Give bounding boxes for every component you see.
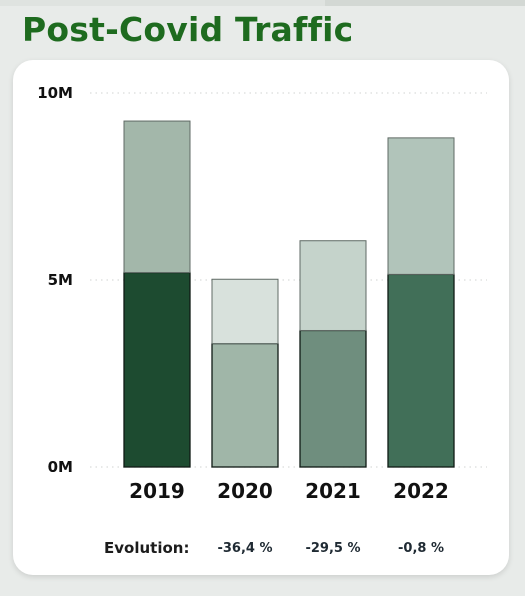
y-axis-ticks: 0M 5M 10M [37, 84, 73, 476]
y-tick-label: 0M [48, 458, 73, 476]
evolution-value: -36,4 % [217, 541, 272, 556]
x-category-label: 2021 [305, 479, 361, 503]
evolution-value: -29,5 % [305, 541, 360, 556]
evolution-value: -0,8 % [398, 541, 444, 556]
bar-segment-lower[interactable] [387, 273, 455, 468]
evolution-label: Evolution: [104, 539, 189, 557]
x-axis-labels: 2019 2020 2021 2022 [129, 479, 449, 503]
top-strip [0, 0, 525, 6]
bars [123, 120, 455, 468]
bar-segment-upper[interactable] [123, 120, 191, 274]
chart-card: 0M 5M 10M 2019 2020 2021 2022 Evolution: -36,4… [13, 60, 509, 575]
top-strip-shade [325, 0, 525, 6]
x-category-label: 2020 [217, 479, 273, 503]
bar-segment-upper[interactable] [387, 137, 455, 275]
evolution-row: Evolution: -36,4 % -29,5 % -0,8 % [104, 539, 444, 557]
bar-segment-upper[interactable] [211, 278, 279, 345]
x-category-label: 2019 [129, 479, 185, 503]
bar-segment-lower[interactable] [123, 271, 191, 468]
x-category-label: 2022 [393, 479, 449, 503]
traffic-bar-chart: 0M 5M 10M 2019 2020 2021 2022 Evolution: -36,4… [37, 84, 487, 557]
page-title: Post-Covid Traffic [22, 10, 354, 49]
y-tick-label: 5M [48, 271, 73, 289]
bar-segment-upper[interactable] [299, 240, 367, 331]
y-tick-label: 10M [37, 84, 73, 102]
bar-segment-lower[interactable] [211, 342, 279, 468]
bar-segment-lower[interactable] [299, 329, 367, 468]
